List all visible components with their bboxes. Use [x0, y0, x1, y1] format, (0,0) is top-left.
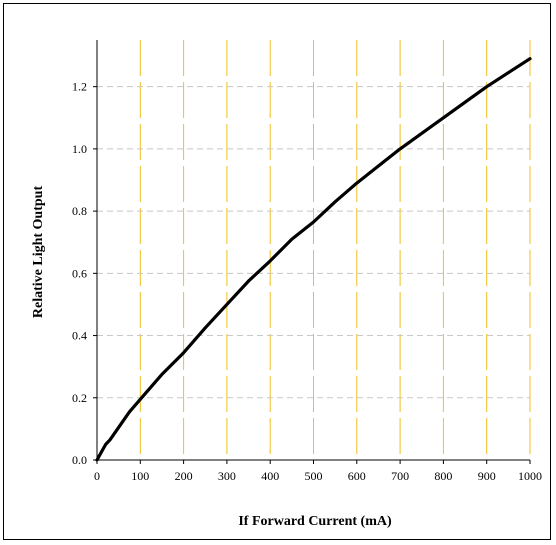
data-point	[160, 373, 164, 376]
data-point	[420, 132, 423, 135]
data-point	[128, 410, 131, 413]
x-axis-title: If Forward Current (mA)	[238, 514, 392, 529]
x-tick-label: 600	[348, 469, 366, 483]
data-layer	[95, 57, 532, 462]
data-point	[117, 426, 120, 429]
data-point	[225, 303, 229, 306]
y-tick-label: 0.8	[72, 204, 87, 218]
data-point	[100, 451, 103, 454]
grid	[97, 40, 531, 460]
data-point	[139, 398, 142, 401]
x-tick-label: 900	[478, 469, 496, 483]
x-tick-label: 0	[94, 469, 100, 483]
y-tick-label: 0.6	[72, 266, 87, 280]
data-point	[312, 220, 315, 224]
data-point	[269, 259, 272, 263]
chart-frame: 0 100 200 300 400 500 600 700 800 900 1000 0.0 0.2 0.…	[3, 3, 551, 540]
data-point	[398, 147, 402, 151]
y-tick-label: 0.2	[72, 391, 87, 405]
x-tick-label: 800	[434, 469, 452, 483]
x-tick-label: 700	[391, 469, 409, 483]
data-point	[182, 351, 185, 354]
data-point	[528, 57, 532, 60]
x-tick-label: 200	[175, 469, 193, 483]
data-point	[108, 438, 112, 441]
data-point	[247, 279, 250, 283]
data-point	[442, 116, 445, 119]
line-chart: 0 100 200 300 400 500 600 700 800 900 1000 0.0 0.2 0.…	[31, 40, 542, 529]
y-tick-label: 1.2	[72, 80, 87, 94]
y-axis-title: Relative Light Output	[31, 186, 46, 319]
data-point	[507, 71, 510, 74]
axes	[93, 40, 531, 464]
data-point	[355, 181, 358, 185]
data-point	[290, 237, 294, 241]
x-tick-label: 100	[131, 469, 149, 483]
data-point	[333, 200, 337, 203]
data-point	[204, 326, 207, 329]
x-tick-label: 300	[218, 469, 236, 483]
data-point	[485, 85, 488, 88]
x-tick-label: 1000	[518, 469, 542, 483]
x-tick-label: 400	[261, 469, 279, 483]
y-tick-label: 1.0	[72, 142, 87, 156]
tick-labels: 0 100 200 300 400 500 600 700 800 900 1000 0.0 0.2 0.…	[72, 80, 542, 483]
x-tick-label: 500	[305, 469, 323, 483]
data-point	[377, 164, 380, 168]
y-tick-label: 0.0	[72, 453, 87, 467]
y-tick-label: 0.4	[72, 329, 87, 343]
data-point	[104, 443, 107, 446]
data-point	[463, 101, 467, 104]
